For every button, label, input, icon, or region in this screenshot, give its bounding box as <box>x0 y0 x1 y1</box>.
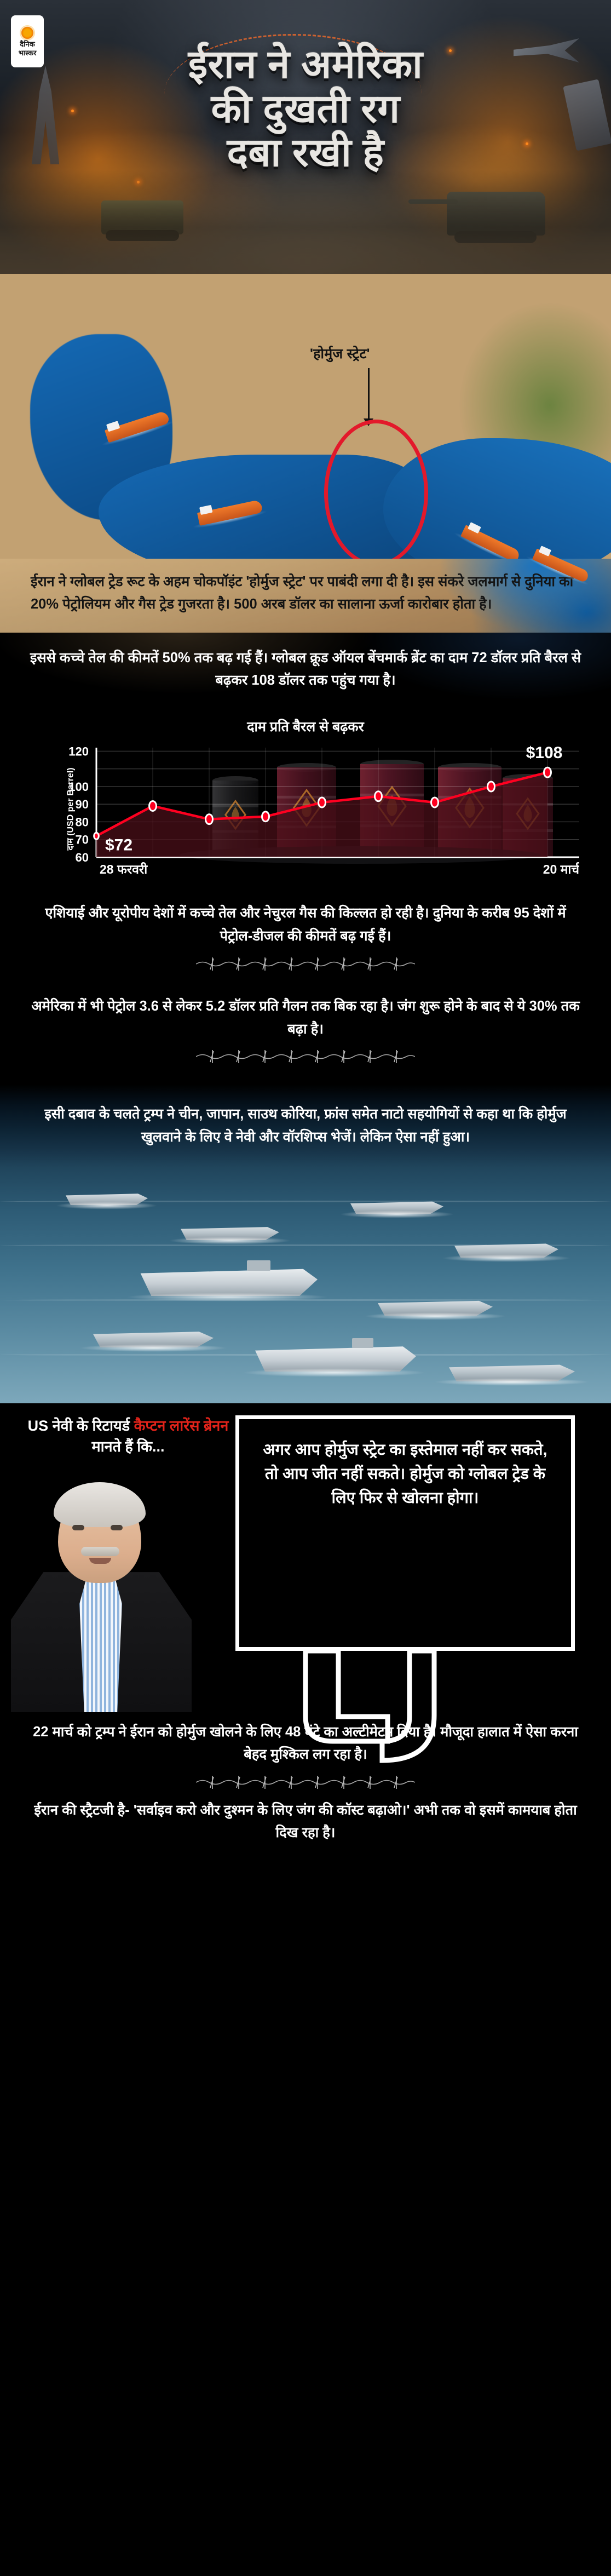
strategy-part-2: अभी तक वो इसमें कामयाब होता दिख रहा है। <box>275 1802 577 1840</box>
oil-price-paragraph-section: इससे कच्चे तेल की कीमतें 50% तक बढ़ गई ह… <box>0 633 611 709</box>
usa-paragraph-section: अमेरिका में भी पेट्रोल 3.6 से लेकर 5.2 ड… <box>0 991 611 1085</box>
quote-bubble: अगर आप होर्मुज स्ट्रेट का इस्तेमाल नहीं … <box>235 1415 575 1651</box>
navy-fleet-image <box>0 1168 611 1404</box>
ember-spark <box>526 142 528 145</box>
intro-part-1: ईरान ने ग्लोबल ट्रेड रूट के अहम चोकपॉइंट <box>31 574 246 589</box>
svg-text:70: 70 <box>76 833 89 847</box>
hair <box>54 1482 146 1528</box>
ultimatum-paragraph-section: 22 मार्च को ट्रम्प ने ईरान को होर्मुज खो… <box>0 1710 611 1863</box>
mustache <box>81 1547 119 1557</box>
intro-bold-amount: 500 अरब डॉलर <box>234 596 316 612</box>
warship-icon <box>78 1328 228 1352</box>
sun-icon <box>21 26 34 39</box>
svg-text:$108: $108 <box>526 744 563 762</box>
quote-mark-icon <box>303 1651 437 1763</box>
aircraft-carrier-icon <box>126 1260 328 1302</box>
attrib-part-2: मानते हैं कि... <box>91 1438 165 1455</box>
red-ellipse-highlight <box>324 420 428 559</box>
warship-icon <box>364 1297 507 1321</box>
hero-banner: दैनिक भास्कर ईरान ने अमेरिका की दुखती रग… <box>0 0 611 274</box>
chart-svg: 60 70 80 90 100 120 $72 $108 28 फरवरी 20 मार्च <box>32 740 579 879</box>
striped-shirt <box>79 1573 122 1713</box>
attrib-part-1: US नेवी के रिटायर्ड <box>27 1418 134 1435</box>
hormuz-strait-label: 'होर्मुज स्ट्रेट' <box>310 346 370 362</box>
intro-part-3: पेट्रोलियम और गैस ट्रेड गुजरता है। <box>59 596 234 612</box>
water-ripple <box>0 1244 611 1247</box>
brand-line-1: दैनिक <box>20 39 35 48</box>
headline-line-2: की दुखती रग <box>211 87 400 131</box>
svg-text:120: 120 <box>68 745 89 759</box>
barbed-wire-divider <box>31 1766 580 1792</box>
hormuz-map: 'होर्मुज स्ट्रेट' <box>0 274 611 559</box>
quote-text: अगर आप होर्मुज स्ट्रेट का इस्तेमाल नहीं … <box>263 1441 547 1507</box>
svg-text:80: 80 <box>76 816 89 829</box>
chart-canvas: दाम (USD per Barrel) 60 70 80 90 100 120 $72 $1… <box>32 740 579 879</box>
svg-text:20 मार्च: 20 मार्च <box>543 862 579 876</box>
warship-icon <box>442 1240 571 1263</box>
warship-icon <box>339 1198 455 1219</box>
intro-bold-hormuz: 'होर्मुज स्ट्रेट' <box>246 574 306 589</box>
intro-paragraph-section: ईरान ने ग्लोबल ट्रेड रूट के अहम चोकपॉइंट… <box>0 546 611 633</box>
svg-text:$72: $72 <box>105 836 132 854</box>
intro-paragraph: ईरान ने ग्लोबल ट्रेड रूट के अहम चोकपॉइंट… <box>31 571 580 616</box>
intro-part-2: पर पाबंदी लगा दी है। इस संकरे जलमार्ग से… <box>306 574 574 589</box>
aircraft-carrier-icon <box>242 1338 426 1378</box>
strategy-part-1: ईरान की स्ट्रैटजी है- <box>34 1802 134 1818</box>
mouth <box>89 1558 111 1564</box>
page-title: ईरान ने अमेरिका की दुखती रग दबा रखी है <box>0 43 611 175</box>
oil-price-paragraph: इससे कच्चे तेल की कीमतें 50% तक बढ़ गई ह… <box>30 650 581 688</box>
water-ripple <box>0 1201 611 1203</box>
svg-text:90: 90 <box>76 798 89 811</box>
chart-y-axis-label: दाम (USD per Barrel) <box>66 767 76 851</box>
infographic-page: दैनिक भास्कर ईरान ने अमेरिका की दुखती रग… <box>0 0 611 1863</box>
missile-trajectory-icon <box>164 34 422 94</box>
intro-part-4: का सालाना ऊर्जा कारोबार होता है। <box>315 596 492 612</box>
svg-text:100: 100 <box>68 780 89 794</box>
warship-icon <box>56 1191 158 1210</box>
ember-spark <box>71 110 74 112</box>
asia-paragraph: एशियाई और यूरोपीय देशों में कच्चे तेल और… <box>45 905 566 944</box>
down-arrow-icon <box>364 368 373 426</box>
trump-paragraph-section: इसी दबाव के चलते ट्रम्प ने चीन, जापान, स… <box>0 1085 611 1168</box>
barbed-wire-icon <box>196 957 415 971</box>
warship-icon <box>434 1361 590 1386</box>
oil-price-chart-section: दाम प्रति बैरल से बढ़कर दाम (USD per Bar… <box>0 708 611 884</box>
barbed-wire-icon <box>196 1050 415 1064</box>
captain-portrait <box>11 1482 192 1713</box>
headline-line-1: ईरान ने अमेरिका <box>188 43 423 87</box>
left-eye <box>72 1525 84 1531</box>
rubble-foreground <box>0 170 611 274</box>
dainik-bhaskar-logo[interactable]: दैनिक भास्कर <box>11 15 44 67</box>
trump-paragraph: इसी दबाव के चलते ट्रम्प ने चीन, जापान, स… <box>44 1106 567 1145</box>
brand-line-2: भास्कर <box>18 48 37 57</box>
expert-quote-section: US नेवी के रिटायर्ड कैप्टन लारेंस ब्रेनन… <box>0 1403 611 1763</box>
warship-icon <box>169 1224 291 1245</box>
svg-text:28 फरवरी: 28 फरवरी <box>100 862 148 876</box>
usa-paragraph: अमेरिका में भी पेट्रोल 3.6 से लेकर 5.2 ड… <box>31 998 580 1037</box>
right-eye <box>111 1525 123 1531</box>
quote-attribution: US नेवी के रिटायर्ड कैप्टन लारेंस ब्रेनन… <box>19 1415 238 1458</box>
strategy-paragraph: ईरान की स्ट्रैटजी है- 'सर्वाइव करो और दु… <box>31 1799 580 1845</box>
intro-bold-percent: 20% <box>31 596 59 612</box>
svg-text:60: 60 <box>76 851 89 864</box>
barbed-wire-divider <box>31 948 580 973</box>
headline-line-3: दबा रखी है <box>227 131 384 175</box>
attrib-name: कैप्टन लारेंस ब्रेनन <box>134 1418 229 1435</box>
barbed-wire-divider <box>31 1041 580 1066</box>
ember-spark <box>449 49 452 52</box>
strategy-quote: 'सर्वाइव करो और दुश्मन के लिए जंग की कॉस… <box>133 1802 410 1818</box>
chart-title: दाम प्रति बैरल से बढ़कर <box>247 719 364 735</box>
asia-paragraph-section: एशियाई और यूरोपीय देशों में कच्चे तेल और… <box>0 883 611 992</box>
barbed-wire-icon <box>196 1775 415 1789</box>
